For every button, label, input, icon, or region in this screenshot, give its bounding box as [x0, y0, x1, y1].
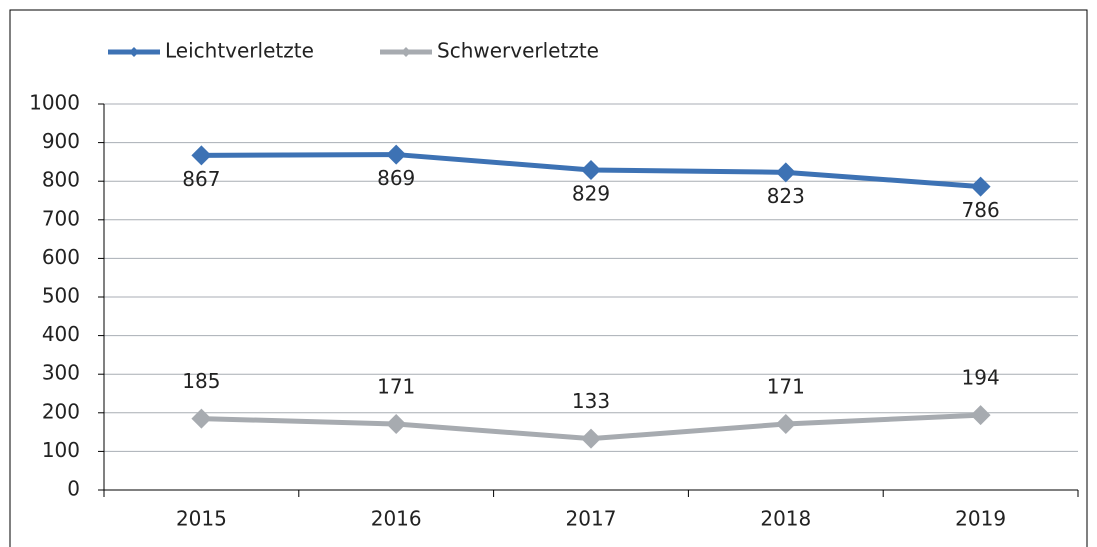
data-label: 194 — [962, 366, 1000, 390]
data-label: 185 — [182, 369, 220, 393]
y-tick-label: 400 — [42, 322, 80, 346]
point-marker — [581, 428, 601, 449]
y-tick-label: 800 — [42, 168, 80, 192]
y-tick-label: 0 — [67, 477, 80, 501]
point-marker — [191, 408, 212, 429]
point-marker — [191, 145, 212, 166]
y-tick-label: 100 — [42, 438, 80, 462]
point-marker — [775, 413, 796, 434]
y-tick-label: 300 — [42, 361, 80, 385]
point-marker — [970, 176, 991, 197]
data-label: 171 — [377, 374, 415, 398]
data-label: 867 — [182, 167, 220, 191]
data-label: 829 — [572, 182, 610, 206]
y-tick-label: 500 — [42, 284, 80, 308]
data-label: 786 — [962, 198, 1000, 222]
data-label: 133 — [572, 389, 610, 413]
y-tick-label: 700 — [42, 206, 80, 230]
y-tick-label: 1000 — [29, 91, 80, 115]
x-tick-label: 2015 — [176, 507, 227, 531]
legend-label: Schwerverletzte — [437, 39, 599, 63]
legend-marker — [401, 47, 411, 57]
point-marker — [386, 144, 407, 165]
x-tick-label: 2019 — [955, 507, 1006, 531]
y-tick-label: 900 — [42, 129, 80, 153]
y-tick-label: 600 — [42, 245, 80, 269]
y-tick-label: 200 — [42, 399, 80, 423]
data-label: 171 — [767, 374, 805, 398]
point-marker — [581, 160, 601, 181]
frame — [9, 9, 1088, 547]
data-label: 869 — [377, 166, 415, 190]
point-marker — [775, 162, 796, 183]
x-tick-label: 2018 — [760, 507, 811, 531]
legend-label: Leichtverletzte — [165, 39, 314, 63]
legend-marker — [129, 47, 139, 57]
point-marker — [970, 405, 991, 426]
x-tick-label: 2017 — [566, 507, 617, 531]
data-label: 823 — [767, 184, 805, 208]
x-tick-label: 2016 — [371, 507, 422, 531]
point-marker — [386, 413, 407, 434]
